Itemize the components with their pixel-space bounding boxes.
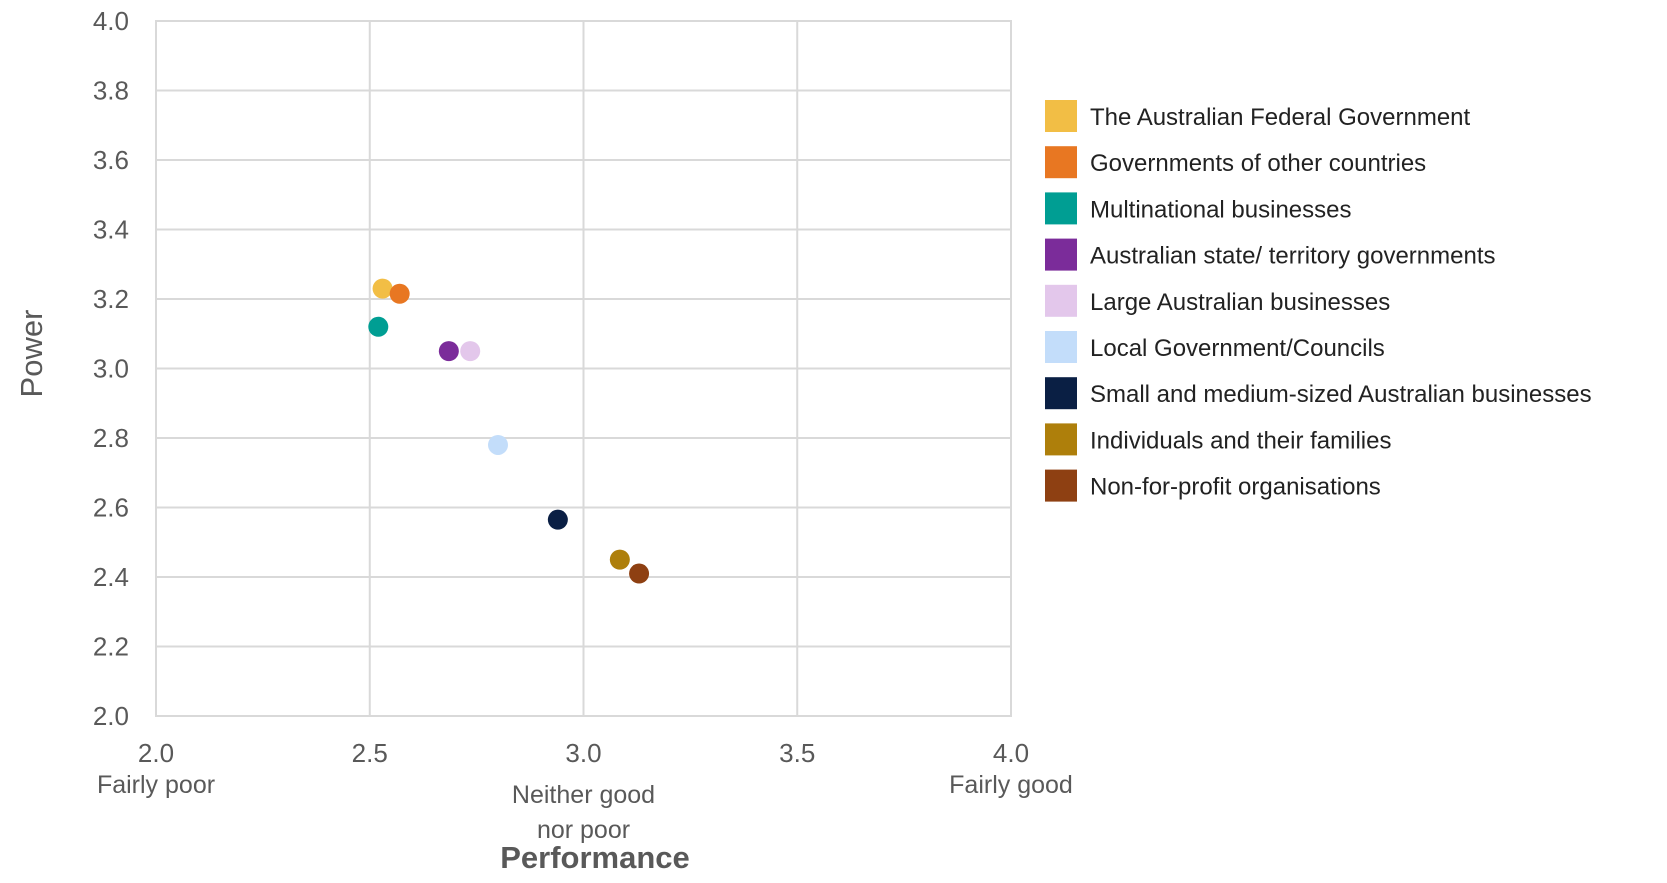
y-tick-label: 2.4 <box>93 562 129 592</box>
x-axis-ticks: 2.0 2.5 3.0 3.5 4.0 <box>138 738 1029 768</box>
x-axis-qualitative-labels: Fairly poor Neither good nor poor Fairly go… <box>97 771 1073 844</box>
grid-lines <box>155 20 1012 717</box>
y-tick-label: 3.6 <box>93 145 129 175</box>
data-point <box>438 341 459 362</box>
y-tick-label: 2.8 <box>93 423 129 453</box>
y-tick-label: 3.0 <box>93 354 129 384</box>
y-tick-label: 2.0 <box>93 701 129 731</box>
y-tick-label: 3.4 <box>93 215 129 245</box>
legend-label: Australian state/ territory governments <box>1090 243 1496 270</box>
y-axis-title: Power <box>14 310 49 398</box>
data-points <box>368 278 650 584</box>
legend-label: Small and medium-sized Australian busine… <box>1090 381 1592 408</box>
data-point <box>609 549 630 570</box>
data-point <box>368 316 389 337</box>
y-axis-ticks: 2.0 2.2 2.4 2.6 2.8 3.0 3.2 3.4 3.6 3.8 4.0 <box>93 6 129 731</box>
data-point <box>629 563 650 584</box>
x-axis-title: Performance <box>500 840 690 875</box>
legend-label: Large Australian businesses <box>1090 289 1390 316</box>
data-point <box>460 341 481 362</box>
data-point <box>488 434 508 455</box>
x-tick-label: 3.5 <box>779 738 815 768</box>
y-tick-label: 3.8 <box>93 76 129 106</box>
x-tick-label: 2.5 <box>352 738 388 768</box>
legend: The Australian Federal Government Governm… <box>1045 100 1592 502</box>
y-tick-label: 2.6 <box>93 493 129 523</box>
legend-swatch <box>1045 423 1077 456</box>
x-tick-label: 4.0 <box>993 738 1029 768</box>
legend-swatch <box>1045 192 1077 225</box>
data-point <box>547 509 568 530</box>
x-tick-label: 3.0 <box>565 738 601 768</box>
data-point <box>372 278 393 299</box>
y-tick-label: 2.2 <box>93 632 129 662</box>
legend-label: The Australian Federal Government <box>1090 104 1471 131</box>
x-qualitative-label: Neither good <box>512 781 655 809</box>
legend-label: Governments of other countries <box>1090 150 1426 177</box>
legend-swatch <box>1045 238 1077 271</box>
x-qualitative-label: Fairly good <box>949 771 1073 799</box>
legend-label: Local Government/Councils <box>1090 335 1385 362</box>
legend-swatch <box>1045 331 1077 363</box>
x-qualitative-label: nor poor <box>537 816 630 844</box>
y-tick-label: 3.2 <box>93 284 129 314</box>
y-tick-label: 4.0 <box>93 6 129 36</box>
x-tick-label: 2.0 <box>138 738 174 768</box>
legend-label: Multinational businesses <box>1090 196 1351 223</box>
plot-area <box>155 20 1012 717</box>
legend-label: Individuals and their families <box>1090 427 1392 454</box>
data-point <box>389 283 410 304</box>
legend-label: Non-for-profit organisations <box>1090 474 1381 501</box>
legend-swatch <box>1045 377 1077 410</box>
legend-swatch <box>1045 100 1077 132</box>
legend-swatch <box>1045 146 1077 179</box>
x-qualitative-label: Fairly poor <box>97 771 215 799</box>
legend-swatch <box>1045 469 1077 502</box>
legend-swatch <box>1045 284 1077 317</box>
